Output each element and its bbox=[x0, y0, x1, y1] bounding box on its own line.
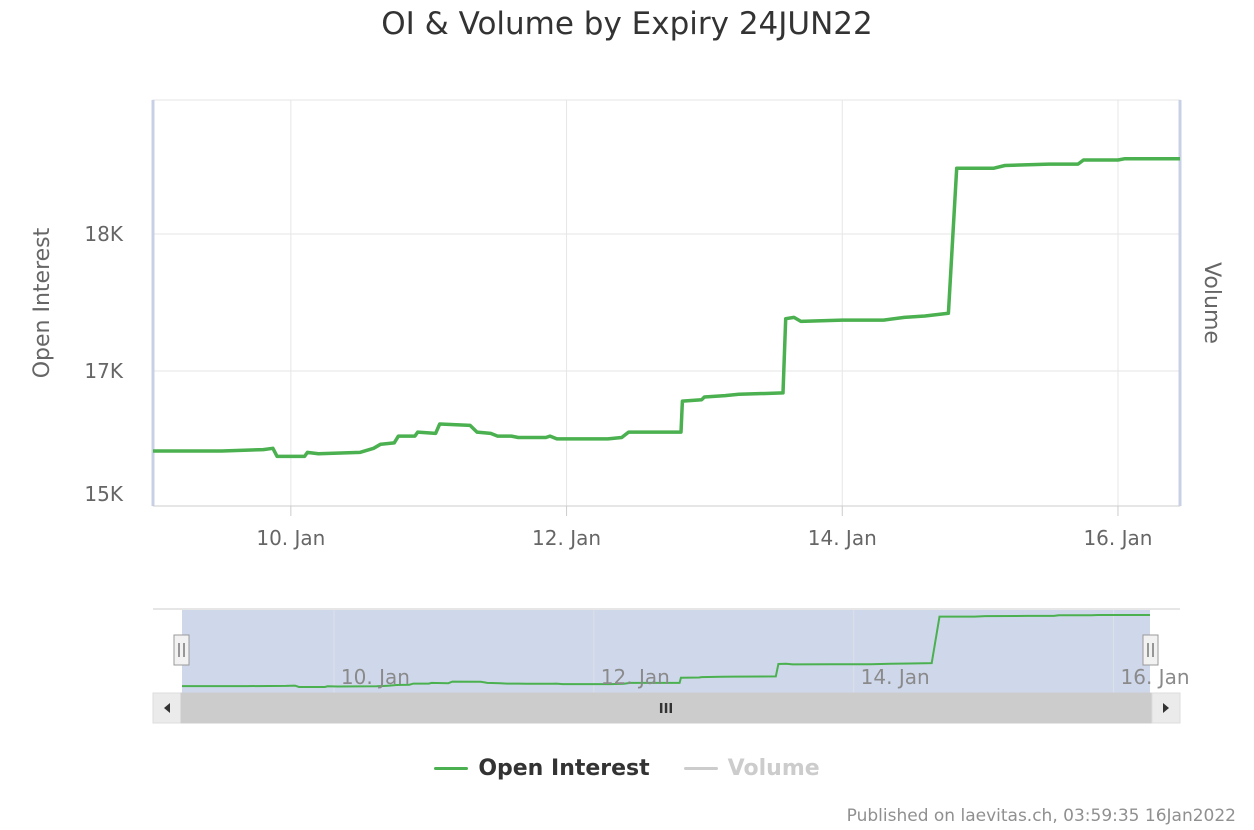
y-tick-label: 15K bbox=[84, 482, 123, 506]
plot-background bbox=[152, 99, 1181, 507]
navigator-grid bbox=[333, 610, 1115, 693]
x-tick-label: 12. Jan bbox=[532, 526, 601, 550]
x-tick-label: 10. Jan bbox=[256, 526, 325, 550]
grid-lines bbox=[153, 100, 1180, 506]
credits-text[interactable]: Published on laevitas.ch, 03:59:35 16Jan… bbox=[846, 806, 1236, 826]
navigator-labels: 10. Jan 12. Jan 14. Jan 16. Jan bbox=[341, 665, 1190, 689]
scrollbar-grip: III bbox=[659, 702, 674, 717]
legend-item-volume[interactable]: Volume bbox=[683, 756, 820, 781]
chart-title: OI & Volume by Expiry 24JUN22 bbox=[381, 6, 873, 42]
navigator-handle-left[interactable] bbox=[173, 634, 190, 666]
navigator-series-line bbox=[182, 614, 1150, 688]
navigator-tick-label: 16. Jan bbox=[1121, 665, 1190, 689]
navigator-tick-label: 14. Jan bbox=[861, 665, 930, 689]
scrollbar-left-button[interactable] bbox=[152, 692, 182, 724]
y-axis-title-right: Volume bbox=[1199, 262, 1224, 344]
legend-swatch-open-interest bbox=[434, 767, 469, 770]
y-axis-title-left: Open Interest bbox=[30, 227, 55, 378]
navigator-handle-right[interactable] bbox=[1142, 634, 1159, 666]
arrow-left-icon bbox=[164, 703, 170, 713]
legend-swatch-volume bbox=[683, 767, 718, 770]
scrollbar-right-button[interactable] bbox=[1151, 692, 1181, 724]
legend-label-volume: Volume bbox=[727, 756, 820, 781]
x-tick-label: 16. Jan bbox=[1083, 526, 1152, 550]
y-tick-label: 18K bbox=[84, 222, 123, 246]
legend-label-open-interest: Open Interest bbox=[478, 756, 650, 781]
y-axis-ticks: 15K 17K 18K bbox=[84, 222, 123, 506]
x-axis-ticks: 10. Jan 12. Jan 14. Jan 16. Jan bbox=[256, 506, 1152, 550]
arrow-right-icon bbox=[1163, 703, 1169, 713]
chart-canvas: 10. Jan 12. Jan 14. Jan 16. Jan 15K 17K 18K O… bbox=[30, 99, 1224, 724]
scrollbar-thumb[interactable] bbox=[180, 692, 1152, 724]
navigator-tick-label: 10. Jan bbox=[341, 665, 410, 689]
chart-legend: Open Interest Volume bbox=[0, 756, 1254, 781]
open-interest-line[interactable] bbox=[153, 156, 1180, 459]
x-tick-label: 14. Jan bbox=[808, 526, 877, 550]
navigator-tick-label: 12. Jan bbox=[601, 665, 670, 689]
legend-item-open-interest[interactable]: Open Interest bbox=[434, 756, 650, 781]
navigator-selected-range[interactable] bbox=[182, 610, 1150, 693]
y-tick-label: 17K bbox=[84, 359, 123, 383]
